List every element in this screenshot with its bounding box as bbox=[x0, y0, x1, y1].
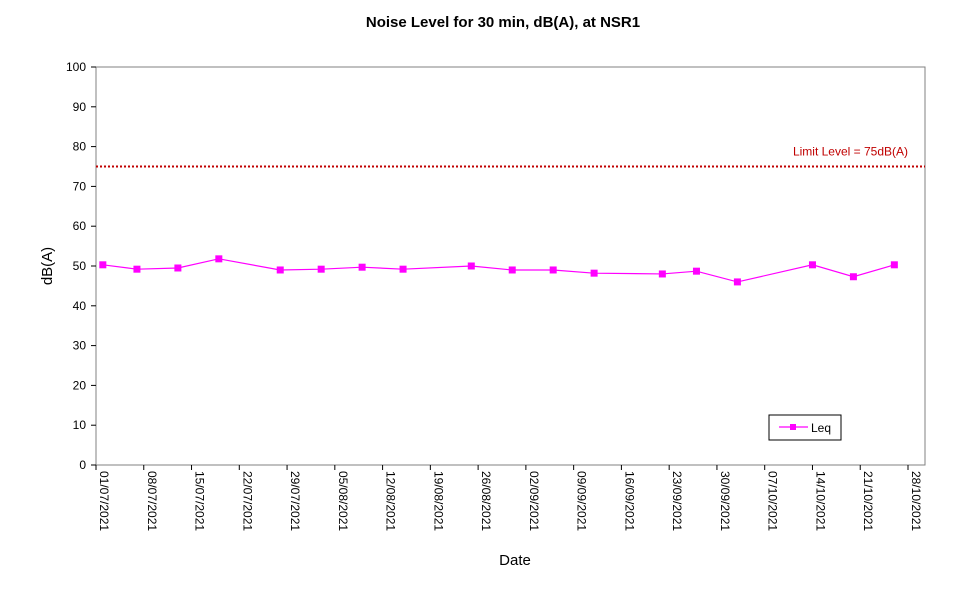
x-tick-label: 12/08/2021 bbox=[384, 471, 398, 531]
x-tick-label: 08/07/2021 bbox=[145, 471, 159, 531]
legend-label-leq: Leq bbox=[811, 421, 831, 435]
y-tick-label: 90 bbox=[73, 100, 87, 114]
y-tick-label: 30 bbox=[73, 339, 87, 353]
x-tick-label: 05/08/2021 bbox=[336, 471, 350, 531]
x-tick-label: 01/07/2021 bbox=[97, 471, 111, 531]
data-point-leq bbox=[317, 265, 325, 273]
y-tick-label: 50 bbox=[73, 259, 87, 273]
plot-area bbox=[95, 66, 926, 466]
y-axis: 0 10 20 30 40 50 60 70 80 90 100 bbox=[66, 60, 96, 472]
y-tick-label: 70 bbox=[73, 179, 87, 193]
data-point-leq bbox=[692, 267, 700, 275]
y-tick-label: 100 bbox=[66, 60, 86, 74]
x-tick-label: 09/09/2021 bbox=[575, 471, 589, 531]
data-point-leq bbox=[133, 265, 141, 273]
data-point-leq bbox=[508, 266, 516, 274]
data-point-leq bbox=[849, 273, 857, 281]
y-tick-label: 10 bbox=[73, 418, 87, 432]
x-tick-label: 07/10/2021 bbox=[766, 471, 780, 531]
data-point-leq bbox=[467, 262, 475, 270]
data-point-leq bbox=[215, 255, 223, 263]
x-tick-label: 29/07/2021 bbox=[288, 471, 302, 531]
y-tick-label: 60 bbox=[73, 219, 87, 233]
legend-marker-swatch bbox=[790, 424, 796, 430]
data-point-leq bbox=[808, 261, 816, 269]
y-tick-label: 0 bbox=[79, 458, 86, 472]
limit-level: Limit Level = 75dB(A) bbox=[96, 145, 925, 168]
data-point-leq bbox=[99, 261, 107, 269]
data-point-leq bbox=[549, 266, 557, 274]
x-tick-label: 21/10/2021 bbox=[861, 471, 875, 531]
chart-title: Noise Level for 30 min, dB(A), at NSR1 bbox=[366, 14, 640, 31]
x-tick-label: 23/09/2021 bbox=[670, 471, 684, 531]
x-tick-label: 30/09/2021 bbox=[718, 471, 732, 531]
x-tick-label: 15/07/2021 bbox=[193, 471, 207, 531]
x-tick-label: 22/07/2021 bbox=[240, 471, 254, 531]
series-line-leq bbox=[102, 258, 895, 283]
data-point-leq bbox=[733, 278, 741, 286]
x-tick-label: 14/10/2021 bbox=[813, 471, 827, 531]
y-tick-label: 40 bbox=[73, 299, 87, 313]
x-axis-title: Date bbox=[499, 552, 531, 569]
x-tick-label: 28/10/2021 bbox=[909, 471, 923, 531]
y-tick-label: 80 bbox=[73, 140, 87, 154]
x-tick-label: 02/09/2021 bbox=[527, 471, 541, 531]
data-point-leq bbox=[276, 266, 284, 274]
data-point-leq bbox=[399, 265, 407, 273]
x-axis: 01/07/2021 08/07/2021 15/07/2021 22/07/2021… bbox=[95, 465, 923, 531]
legend: Leq bbox=[768, 414, 842, 441]
data-point-leq bbox=[890, 261, 898, 269]
limit-level-label: Limit Level = 75dB(A) bbox=[793, 145, 908, 159]
y-axis-title: dB(A) bbox=[39, 247, 56, 285]
x-tick-label: 26/08/2021 bbox=[479, 471, 493, 531]
data-point-leq bbox=[590, 269, 598, 277]
data-point-leq bbox=[658, 270, 666, 278]
data-point-leq bbox=[174, 264, 182, 272]
y-tick-label: 20 bbox=[73, 378, 87, 392]
data-point-leq bbox=[358, 263, 366, 271]
series-leq bbox=[99, 255, 898, 286]
x-tick-label: 16/09/2021 bbox=[622, 471, 636, 531]
x-tick-label: 19/08/2021 bbox=[431, 471, 445, 531]
